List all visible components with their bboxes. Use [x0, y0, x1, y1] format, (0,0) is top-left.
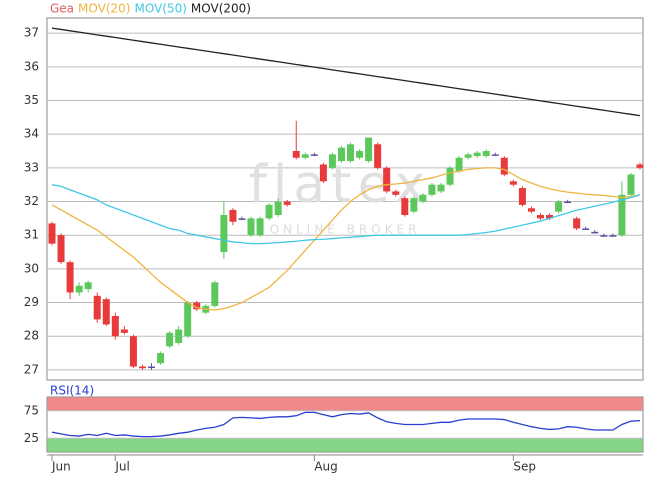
candle-body: [555, 201, 563, 212]
legend-entry: MOV(200): [191, 2, 251, 16]
candle-body: [157, 353, 165, 364]
candle-body: [120, 329, 128, 333]
candle-body: [347, 144, 355, 162]
candle-body: [500, 157, 508, 175]
rsi-zone: [46, 438, 644, 453]
candle-body: [546, 214, 554, 219]
y-tick-label: 28: [24, 329, 39, 343]
candle-body: [564, 201, 572, 204]
candle-body: [193, 302, 201, 310]
candle-body: [220, 214, 228, 253]
candle-body: [292, 151, 300, 158]
x-tick-label: Sep: [513, 460, 536, 474]
candle-body: [166, 332, 174, 347]
y-tick-label: 34: [24, 127, 39, 141]
candle-body: [582, 228, 590, 230]
candle-body: [48, 223, 56, 244]
candle-body: [618, 194, 626, 236]
y-tick-label: 37: [24, 26, 39, 40]
moving-average-line: [51, 167, 641, 311]
y-tick-label: 32: [24, 194, 39, 208]
candle-body: [401, 198, 409, 215]
candle-body: [301, 154, 309, 158]
candle-body: [238, 218, 246, 220]
candle-body: [536, 214, 544, 219]
candle-body: [66, 262, 74, 293]
y-tick-label: 31: [24, 228, 39, 242]
candle-body: [636, 164, 644, 168]
candle-body: [437, 184, 445, 192]
candle-body: [283, 201, 291, 205]
candle-body: [256, 218, 264, 236]
candle-body: [446, 167, 454, 185]
candle-body: [265, 204, 273, 219]
legend-entry: MOV(20): [78, 2, 130, 16]
watermark-text: ONLINE BROKER: [270, 223, 421, 237]
candle-body: [129, 336, 137, 367]
candle-body: [473, 152, 481, 157]
candle-body: [392, 191, 400, 195]
candle-body: [111, 316, 119, 337]
candle-body: [211, 282, 219, 306]
candle-body: [464, 154, 472, 158]
candle-body: [591, 231, 599, 234]
candle-body: [319, 164, 327, 182]
candle-body: [383, 167, 391, 192]
candle-body: [609, 235, 617, 237]
candle-body: [527, 208, 535, 212]
y-tick-label: 35: [24, 93, 39, 107]
rsi-zone: [46, 396, 644, 411]
candle-body: [247, 218, 255, 236]
candle-body: [455, 157, 463, 172]
candle-body: [482, 151, 490, 157]
y-tick-label: 29: [24, 295, 39, 309]
candle-body: [374, 144, 382, 168]
y-tick-label: 30: [24, 261, 39, 275]
candle-body: [518, 188, 526, 205]
candle-body: [57, 235, 65, 263]
candle-body: [627, 174, 635, 195]
candle-body: [491, 154, 499, 156]
y-tick-label: 33: [24, 160, 39, 174]
rsi-line: [51, 411, 641, 438]
legend-entry: Gea: [50, 2, 74, 16]
candle-body: [93, 295, 101, 320]
candle-body: [337, 147, 345, 162]
y-tick-label: 75: [24, 403, 39, 417]
candle-body: [102, 299, 110, 325]
candle-body: [600, 235, 608, 237]
candle-body: [75, 285, 83, 293]
candle-body: [274, 201, 282, 215]
candle-body: [573, 218, 581, 229]
candle-body: [328, 154, 336, 168]
x-tick-label: Jun: [51, 460, 71, 474]
candle-body: [509, 181, 517, 185]
x-tick-label: Aug: [314, 460, 337, 474]
candle-body: [410, 198, 418, 212]
moving-average-line: [51, 27, 641, 117]
candle-body: [428, 184, 436, 195]
candle-body: [138, 366, 146, 369]
x-tick-label: Jul: [114, 460, 129, 474]
candle-body: [310, 154, 318, 156]
candle-body: [84, 282, 92, 290]
legend-entry: RSI(14): [50, 384, 94, 398]
candle-body: [229, 209, 237, 222]
candle-body: [356, 151, 364, 158]
y-tick-label: 25: [24, 431, 39, 445]
candle-body: [148, 366, 156, 369]
y-tick-label: 36: [24, 59, 39, 73]
y-tick-label: 27: [24, 362, 39, 376]
candle-body: [365, 137, 373, 162]
candle-body: [184, 302, 192, 337]
moving-average-line: [51, 184, 641, 245]
legend-entry: MOV(50): [134, 2, 186, 16]
candle-body: [175, 329, 183, 343]
candle-body: [419, 194, 427, 202]
plot-area: [46, 17, 644, 381]
